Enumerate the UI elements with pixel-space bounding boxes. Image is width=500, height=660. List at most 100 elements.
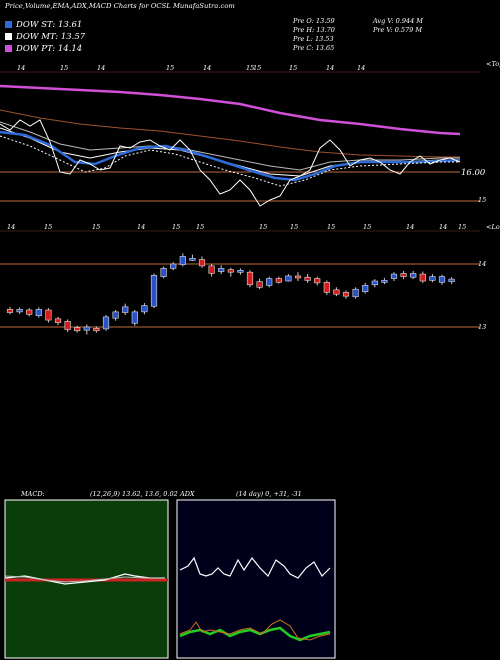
legend-swatch <box>5 45 12 52</box>
candle-body <box>342 292 350 297</box>
legend-label: DOW PT: 14.14 <box>16 44 83 54</box>
candle-body <box>400 273 407 277</box>
ema-white-line <box>0 127 460 177</box>
adx-params: (14 day) 0, +31, -31 <box>236 490 302 498</box>
legend-swatch <box>5 21 12 28</box>
legend-dow-pt: DOW PT: 14.14 <box>5 44 82 54</box>
candle-body <box>429 276 436 281</box>
lower-top-mark: 15 <box>92 223 101 231</box>
candle-body <box>438 276 446 283</box>
upper-top-mark: 14 <box>203 64 212 72</box>
candle-body <box>410 273 417 278</box>
lower-tick-14: 14 <box>478 260 487 268</box>
candle-body <box>208 265 215 274</box>
upper-top-mark: 15 <box>166 64 175 72</box>
candle-body <box>237 269 244 273</box>
legend-label: DOW ST: 13.61 <box>16 20 83 30</box>
candle-body <box>390 273 398 279</box>
adx-label: ADX <box>180 490 195 498</box>
candle-body <box>352 288 359 298</box>
candle-body <box>448 278 455 282</box>
candle-body <box>179 256 186 265</box>
upper-right-tick: 15 <box>478 196 487 204</box>
candle-body <box>170 263 177 269</box>
candle-body <box>150 275 158 307</box>
lower-top-mark: 15 <box>290 223 299 231</box>
upper-top-mark: 14 <box>357 64 366 72</box>
candle-body <box>112 311 119 319</box>
adx-green-line <box>179 626 331 642</box>
avg-volume: Avg V: 0.944 M <box>373 17 423 25</box>
candle-body <box>54 318 62 323</box>
adx-orange-line <box>179 619 331 641</box>
candle-body <box>246 271 254 286</box>
candle-body <box>102 316 110 330</box>
ema-grey-line <box>0 121 460 171</box>
upper-top-mark: 15 <box>246 64 255 72</box>
candle-body <box>314 278 321 284</box>
upper-top-label: <Topo <box>486 60 500 68</box>
candle-body <box>198 259 206 267</box>
lower-top-mark: 15 <box>196 223 205 231</box>
lower-top-mark: 14 <box>7 223 16 231</box>
candle-body <box>294 275 302 279</box>
lower-top-mark: 14 <box>406 223 415 231</box>
adx-white-line <box>179 556 331 579</box>
lower-tick-13: 13 <box>478 323 487 331</box>
prev-low: Pre L: 13.53 <box>293 35 334 43</box>
lower-top-mark: 14 <box>137 223 146 231</box>
legend-dow-st: DOW ST: 13.61 <box>5 20 82 30</box>
candle-body <box>16 309 23 313</box>
candle-body <box>189 258 196 261</box>
upper-top-mark: 14 <box>17 64 26 72</box>
lower-top-mark: 15 <box>172 223 181 231</box>
adx-panel <box>176 499 336 659</box>
upper-top-mark: 15 <box>60 64 69 72</box>
candle-body <box>371 280 378 286</box>
candle-body <box>64 321 71 330</box>
indicator-lines <box>0 84 461 207</box>
lower-top-mark: 15 <box>327 223 336 231</box>
candle-body <box>35 309 42 316</box>
candle-body <box>304 276 311 281</box>
candle-body <box>74 327 81 332</box>
upper-top-mark: 14 <box>326 64 335 72</box>
candle-body <box>218 268 225 272</box>
candle-body <box>333 289 340 295</box>
prev-open: Pre O: 13.59 <box>293 17 335 25</box>
prev-close: Pre C: 13.65 <box>293 44 335 52</box>
legend-label: DOW MT: 13.57 <box>16 32 86 42</box>
candle-body <box>266 278 273 286</box>
candle-body <box>362 285 369 293</box>
lower-top-mark: 14 <box>439 223 448 231</box>
chart-title: Price,Volume,EMA,ADX,MACD Charts for OCS… <box>5 2 235 10</box>
upper-top-mark: 15 <box>253 64 262 72</box>
candle-body <box>323 281 330 293</box>
lower-top-mark: 15 <box>44 223 53 231</box>
lower-top-mark: 15 <box>363 223 372 231</box>
lower-top-mark: 15 <box>458 223 467 231</box>
upper-top-mark: 15 <box>289 64 298 72</box>
lower-top-mark: 15 <box>259 223 268 231</box>
candle-body <box>227 269 234 273</box>
candle-body <box>275 278 282 283</box>
legend-swatch <box>5 33 12 40</box>
candle-body <box>6 309 14 313</box>
candle-body <box>131 311 138 324</box>
candle-body <box>26 309 33 315</box>
candle-body <box>419 273 426 282</box>
candle-body <box>45 309 52 321</box>
macd-label: MACD: <box>21 490 45 498</box>
prev-volume: Pre V: 0.579 M <box>373 26 423 34</box>
lower-top-label: <Lowo <box>486 223 500 231</box>
candle-body <box>93 327 100 332</box>
dow-pt-line <box>0 84 461 136</box>
macd-params: (12,26,9) 13.62, 13.6, 0.02 <box>90 490 178 498</box>
candle-body <box>83 326 90 331</box>
price-close-line <box>0 119 461 207</box>
legend-dow-mt: DOW MT: 13.57 <box>5 32 85 42</box>
candle-body <box>141 305 148 313</box>
upper-price-level: 16.00 <box>461 168 486 178</box>
upper-top-mark: 14 <box>97 64 106 72</box>
